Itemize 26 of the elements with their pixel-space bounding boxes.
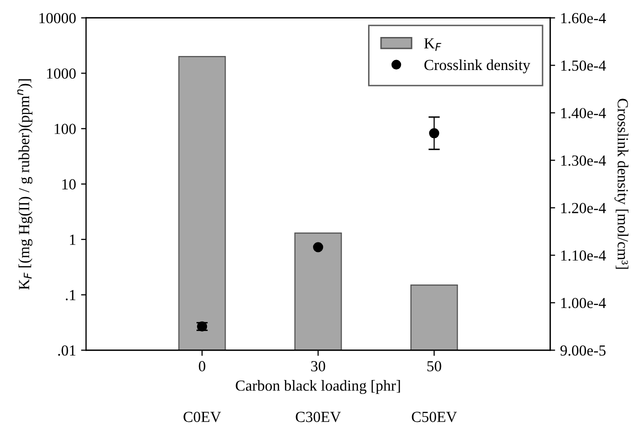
y-tick-label: .1 [66, 290, 76, 300]
y2-tick-label: 1.10e-4 [561, 250, 606, 261]
y-tick-label: 10000 [39, 12, 76, 24]
x-tick-label: 50 [427, 361, 442, 372]
y2-tick-label: 1.00e-4 [561, 298, 606, 308]
x-tick-label: 30 [311, 361, 326, 372]
y2-tick-label: 1.60e-4 [561, 12, 606, 24]
y2-tick-label: 1.30e-4 [561, 155, 606, 166]
text: C0EV [184, 412, 221, 422]
y2-tick-label: 9.00e-5 [560, 345, 606, 356]
y-tick-label: 10 [62, 179, 76, 190]
y-tick-label: .01 [58, 345, 76, 356]
y2-axis-title: Crosslink density [mol/cm³] [614, 98, 628, 269]
text: C50EV [412, 412, 457, 422]
x-tick-label: 0 [198, 361, 206, 372]
legend-label: K$_{F}$ [424, 38, 442, 51]
legend-label: Crosslink density [424, 59, 530, 74]
y2-tick-label: 1.20e-4 [561, 202, 606, 214]
x-axis-title: Carbon black loading [phr] [236, 380, 400, 394]
y2-tick-label: 1.50e-4 [561, 60, 606, 71]
text: C30EV [296, 412, 341, 422]
y-tick-label: 1000 [47, 68, 76, 79]
y-tick-label: 1 [70, 234, 76, 245]
y-axis-title: K$_{F}$ [(mg Hg(II) / g rubber)(ppm$^{n}$)] [17, 79, 32, 290]
y2-tick-label: 1.40e-4 [561, 108, 606, 118]
y-tick-label: 100 [54, 124, 76, 134]
